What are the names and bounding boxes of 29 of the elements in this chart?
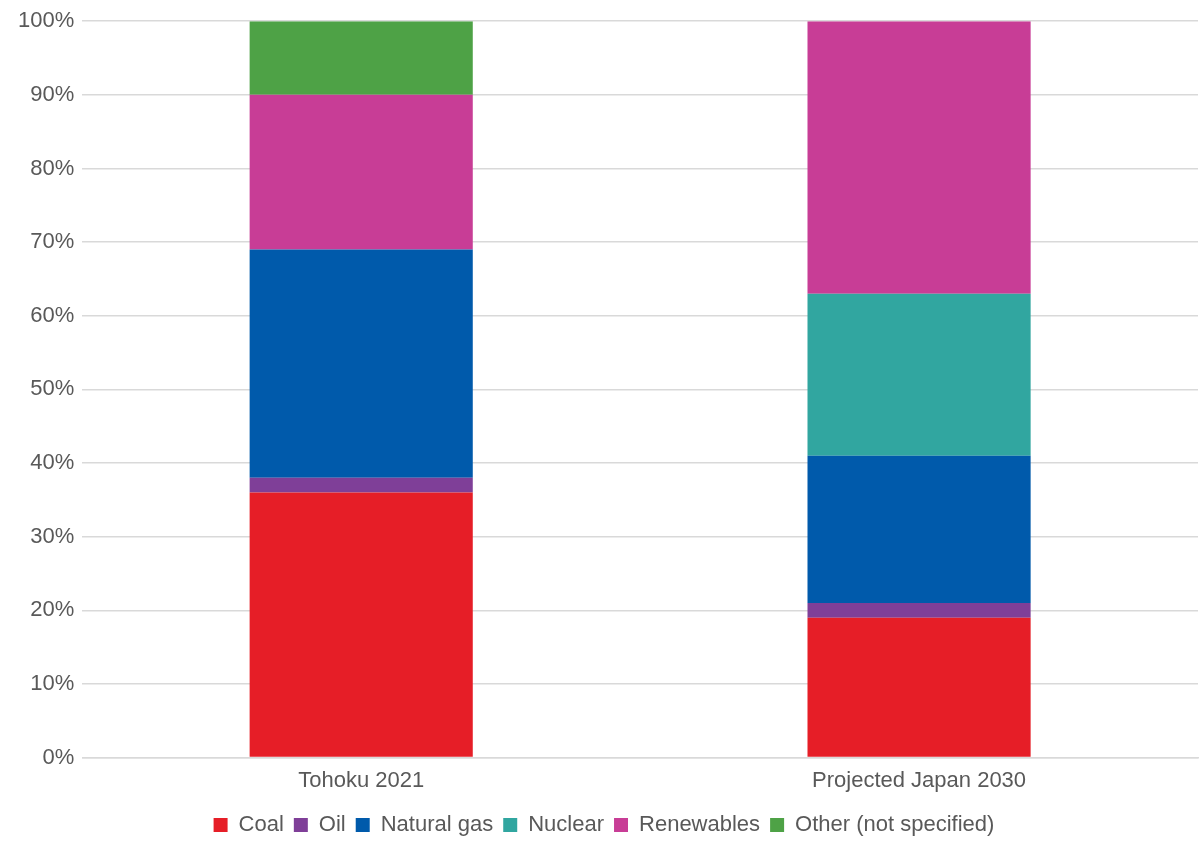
legend-label: Other (not specified)	[795, 811, 995, 837]
y-tick-label: 100%	[17, 7, 75, 33]
x-tick-label: Tohoku 2021	[298, 766, 425, 792]
bar	[807, 455, 1031, 603]
bar	[249, 21, 473, 95]
y-tick-label: 30%	[30, 522, 75, 548]
bar	[249, 249, 473, 478]
legend-label: Natural gas	[380, 811, 494, 837]
y-tick-label: 80%	[30, 154, 75, 180]
y-tick-label: 50%	[30, 375, 75, 401]
bar	[807, 21, 1031, 294]
y-tick-label: 10%	[30, 670, 75, 696]
legend-label: Renewables	[639, 811, 761, 837]
bar	[249, 477, 473, 493]
legend-label: Coal	[238, 811, 284, 837]
y-tick-label: 40%	[30, 449, 75, 475]
y-tick-label: 70%	[30, 228, 75, 254]
bar	[807, 602, 1031, 618]
y-tick-label: 0%	[42, 743, 75, 769]
bar	[807, 617, 1031, 757]
x-tick-label: Projected Japan 2030	[812, 766, 1027, 792]
legend-label: Oil	[318, 811, 346, 837]
legend-label: Nuclear	[528, 811, 605, 837]
bar	[249, 94, 473, 250]
bar	[807, 293, 1031, 456]
bar	[249, 492, 473, 757]
y-tick-label: 90%	[30, 80, 75, 106]
y-tick-label: 20%	[30, 596, 75, 622]
y-tick-label: 60%	[30, 301, 75, 327]
